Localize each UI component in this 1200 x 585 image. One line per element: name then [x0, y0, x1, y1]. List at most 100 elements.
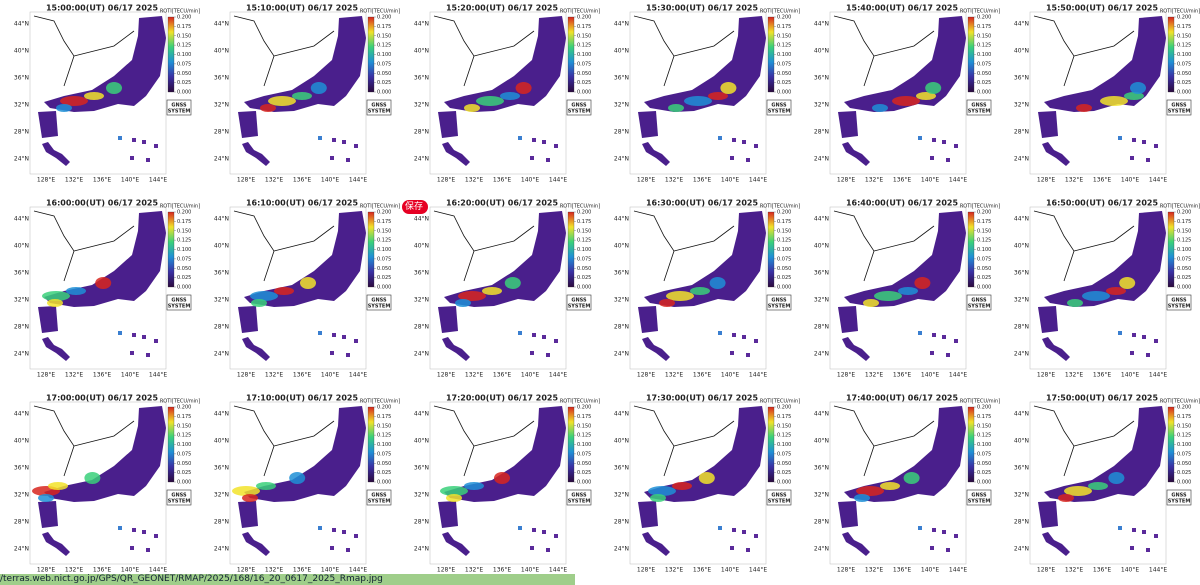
gnss-badge-text: SYSTEM	[168, 109, 191, 115]
longitude-label: 136°E	[93, 177, 111, 184]
latitude-label: 40°N	[814, 48, 829, 55]
latitude-label: 44°N	[214, 21, 229, 28]
longitude-label: 128°E	[237, 177, 255, 184]
latitude-label: 28°N	[1014, 129, 1029, 136]
colorbar-tick-label: 0.175	[977, 24, 991, 30]
longitude-label: 144°E	[349, 177, 367, 184]
longitude-label: 132°E	[465, 372, 483, 379]
colorbar	[967, 16, 975, 93]
latitude-label: 36°N	[1014, 465, 1029, 472]
colorbar-tick-label: 0.100	[1177, 247, 1191, 253]
map-panel: 15:40:00(UT) 06/17 2025 44°N 40°N 36°N 32°N 2…	[814, 4, 1000, 184]
japan-landmass	[633, 210, 767, 362]
colorbar-tick-label: 0.200	[977, 405, 991, 411]
roti-patch	[260, 104, 276, 112]
colorbar-tick-label: 0.125	[777, 238, 791, 244]
panel-title: 15:40:00(UT) 06/17 2025	[846, 4, 959, 13]
longitude-label: 128°E	[437, 177, 455, 184]
latitude-label: 44°N	[614, 411, 629, 418]
colorbar-tick-label: 0.025	[777, 470, 791, 476]
longitude-label: 136°E	[893, 372, 911, 379]
roti-patch	[440, 486, 468, 496]
roti-patch	[310, 82, 327, 94]
latitude-label: 32°N	[14, 297, 29, 304]
colorbar-tick-label: 0.000	[177, 285, 191, 291]
colorbar-tick-label: 0.050	[177, 461, 191, 467]
latitude-label: 32°N	[14, 492, 29, 499]
longitude-label: 140°E	[921, 177, 939, 184]
colorbar-tick-label: 0.025	[577, 80, 591, 86]
latitude-label: 36°N	[414, 270, 429, 277]
longitude-label: 136°E	[1093, 372, 1111, 379]
longitude-label: 136°E	[93, 567, 111, 574]
colorbar-tick-label: 0.025	[777, 275, 791, 281]
colorbar-tick-label: 0.050	[777, 461, 791, 467]
latitude-label: 40°N	[614, 48, 629, 55]
colorbar	[367, 16, 375, 93]
roti-patch	[42, 291, 70, 301]
colorbar-tick-label: 0.025	[777, 80, 791, 86]
longitude-label: 132°E	[265, 177, 283, 184]
map-panel: 15:00:00(UT) 06/17 2025 44°N 40°N 36°N 32°N 2…	[14, 4, 200, 184]
longitude-label: 132°E	[865, 177, 883, 184]
colorbar-tick-label: 0.075	[1177, 61, 1191, 67]
colorbar-tick-label: 0.025	[377, 275, 391, 281]
roti-patch	[84, 472, 101, 484]
longitude-label: 132°E	[1065, 567, 1083, 574]
latitude-label: 32°N	[1014, 102, 1029, 109]
colorbar-tick-label: 0.025	[177, 275, 191, 281]
roti-patch	[504, 277, 521, 289]
longitude-label: 140°E	[921, 567, 939, 574]
roti-patch	[903, 472, 920, 484]
gnss-badge	[966, 99, 992, 116]
gnss-badge-text: GNSS	[371, 103, 387, 109]
colorbar-tick-label: 0.025	[377, 470, 391, 476]
url-bar: /terras.web.nict.go.jp/GPS/QR_GEONET/RMA…	[0, 574, 575, 585]
colorbar-tick-label: 0.175	[1177, 414, 1191, 420]
latitude-label: 40°N	[214, 243, 229, 250]
latitude-label: 24°N	[814, 546, 829, 553]
colorbar-label: ROTI[TECU/min]	[160, 399, 200, 405]
latitude-label: 28°N	[414, 324, 429, 331]
colorbar-tick-label: 0.100	[377, 52, 391, 58]
map-frame	[629, 11, 767, 175]
colorbar	[1167, 16, 1175, 93]
map	[829, 11, 967, 175]
latitude-label: 24°N	[14, 546, 29, 553]
roti-patch	[458, 291, 486, 301]
colorbar-tick-label: 0.075	[377, 61, 391, 67]
colorbar-tick-label: 0.000	[977, 480, 991, 486]
roti-patch	[863, 299, 879, 307]
colorbar-tick-label: 0.150	[577, 33, 591, 39]
latitude-label: 36°N	[14, 75, 29, 82]
colorbar-tick-label: 0.050	[777, 266, 791, 272]
map-frame	[1029, 401, 1167, 565]
roti-patch	[274, 287, 294, 295]
map	[629, 206, 767, 370]
save-button[interactable]: 保存	[402, 200, 429, 214]
colorbar-label: ROTI[TECU/min]	[360, 9, 400, 15]
gnss-badge-text: SYSTEM	[968, 499, 991, 505]
gnss-badge-text: GNSS	[1171, 103, 1187, 109]
longitude-label: 132°E	[65, 177, 83, 184]
colorbar	[1167, 406, 1175, 483]
gnss-badge-text: SYSTEM	[568, 499, 591, 505]
colorbar-tick-label: 0.100	[777, 442, 791, 448]
longitude-label: 136°E	[493, 177, 511, 184]
roti-patch	[66, 287, 86, 295]
colorbar-tick-label: 0.100	[177, 52, 191, 58]
roti-patch	[455, 299, 471, 307]
roti-patch	[464, 482, 484, 490]
longitude-label: 136°E	[893, 567, 911, 574]
map	[1029, 206, 1167, 370]
longitude-label: 128°E	[1037, 177, 1055, 184]
longitude-label: 140°E	[321, 177, 339, 184]
roti-patch	[95, 277, 112, 289]
latitude-label: 40°N	[814, 438, 829, 445]
map-panel: 16:10:00(UT) 06/17 2025 44°N 40°N 36°N 32°N 2…	[214, 199, 400, 379]
roti-patch	[482, 287, 502, 295]
latitude-label: 28°N	[214, 519, 229, 526]
roti-patch	[60, 96, 88, 106]
latitude-label: 28°N	[814, 324, 829, 331]
